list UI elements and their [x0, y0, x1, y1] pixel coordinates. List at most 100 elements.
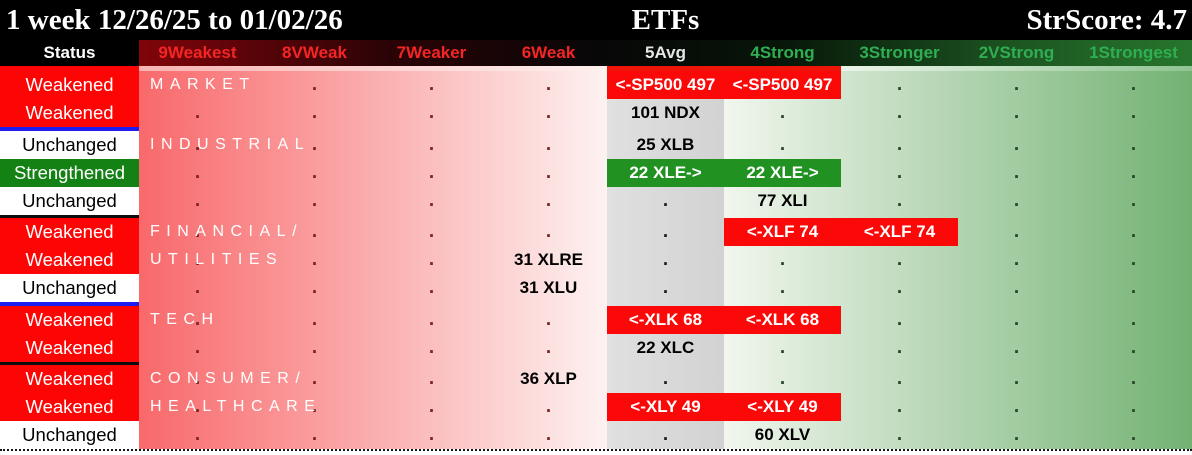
- status-cell: Weakened: [0, 218, 139, 246]
- column-header-9weakest: 9Weakest: [158, 43, 237, 62]
- dot-cell: .: [662, 221, 669, 242]
- dot-cell: .: [428, 396, 435, 417]
- dot-cell: .: [1130, 74, 1137, 95]
- etf-cell: 36 XLP: [520, 369, 577, 388]
- dot-cell: .: [545, 102, 552, 123]
- dot-cell: .: [428, 277, 435, 298]
- category-label: CONSUMER/: [150, 370, 307, 387]
- etf-highlight-red: <-XLK 68: [724, 306, 841, 334]
- category-label: TECH: [150, 311, 220, 328]
- dot-cell: .: [896, 277, 903, 298]
- dot-cell: .: [545, 221, 552, 242]
- dot-cell: .: [545, 190, 552, 211]
- dot-cell: .: [428, 162, 435, 183]
- dot-cell: .: [1013, 337, 1020, 358]
- dot-cell: .: [194, 190, 201, 211]
- status-cell: Weakened: [0, 393, 139, 421]
- table-row: Strengthened.... 22 XLE-> 22 XLE->...: [0, 159, 1192, 187]
- dot-cell: .: [662, 277, 669, 298]
- dot-cell: .: [194, 368, 201, 389]
- dot-cell: .: [311, 277, 318, 298]
- category-label: INDUSTRIAL: [150, 136, 311, 153]
- status-cell: Weakened: [0, 71, 139, 99]
- dot-cell: .: [1130, 162, 1137, 183]
- dot-cell: .: [1013, 134, 1020, 155]
- table-body: Weakened... <-SP500 497 <-SP500 497... MARK…: [0, 71, 1192, 449]
- status-cell: Weakened: [0, 334, 139, 362]
- dot-cell: .: [311, 368, 318, 389]
- dot-cell: .: [545, 309, 552, 330]
- column-header-3stronger: 3Stronger: [859, 43, 940, 62]
- table-row: Weakened... <-SP500 497 <-SP500 497... MARK…: [0, 71, 1192, 99]
- status-cell: Unchanged: [0, 187, 139, 215]
- table-row: Unchanged... 31 XLU.....: [0, 274, 1192, 302]
- etf-highlight-red: <-XLK 68: [607, 306, 724, 334]
- dot-cell: .: [779, 134, 786, 155]
- dot-cell: .: [1130, 337, 1137, 358]
- column-header-7weaker: 7Weaker: [396, 43, 467, 62]
- dot-cell: .: [428, 190, 435, 211]
- dot-cell: .: [194, 249, 201, 270]
- dot-cell: .: [1013, 221, 1020, 242]
- dot-cell: .: [1013, 368, 1020, 389]
- dot-cell: .: [311, 102, 318, 123]
- table-row: Unchanged.... 25 XLB.... INDUSTRIAL: [0, 131, 1192, 159]
- column-header-6weak: 6Weak: [521, 43, 576, 62]
- dot-cell: .: [311, 134, 318, 155]
- dot-cell: .: [1130, 309, 1137, 330]
- etf-cell: 101 NDX: [631, 103, 700, 122]
- dot-cell: .: [311, 190, 318, 211]
- dot-cell: .: [1130, 249, 1137, 270]
- dot-cell: .: [1013, 249, 1020, 270]
- dot-cell: .: [194, 424, 201, 445]
- table-row: Unchanged..... 77 XLI...: [0, 187, 1192, 215]
- dot-cell: .: [545, 396, 552, 417]
- dot-cell: .: [311, 74, 318, 95]
- dot-cell: .: [428, 221, 435, 242]
- dot-cell: .: [779, 249, 786, 270]
- column-header-4strong: 4Strong: [750, 43, 815, 62]
- column-header-1strongest: 1Strongest: [1089, 43, 1178, 62]
- etf-cell: 31 XLU: [519, 278, 578, 297]
- dot-cell: .: [1013, 396, 1020, 417]
- dot-cell: .: [1013, 277, 1020, 298]
- dot-cell: .: [1130, 190, 1137, 211]
- table-row: Weakened... 31 XLRE..... UTILITIES: [0, 246, 1192, 274]
- table-row: Weakened..... <-XLF 74 <-XLF 74.. FINANCIAL…: [0, 218, 1192, 246]
- column-header-status: Status: [0, 40, 139, 66]
- dot-cell: .: [194, 221, 201, 242]
- avg-column-background: [607, 71, 724, 449]
- status-cell: Weakened: [0, 306, 139, 334]
- dot-cell: .: [194, 134, 201, 155]
- dot-cell: .: [311, 162, 318, 183]
- status-cell: Weakened: [0, 365, 139, 393]
- dot-cell: .: [662, 424, 669, 445]
- dot-cell: .: [896, 249, 903, 270]
- dot-cell: .: [311, 337, 318, 358]
- title-etfs: ETFs: [631, 4, 700, 36]
- title-period: 1 week 12/26/25 to 01/02/26: [6, 4, 343, 36]
- dot-cell: .: [194, 396, 201, 417]
- dot-cell: .: [1130, 424, 1137, 445]
- dot-cell: .: [1130, 396, 1137, 417]
- dot-cell: .: [896, 309, 903, 330]
- dot-cell: .: [1130, 102, 1137, 123]
- dot-cell: .: [311, 249, 318, 270]
- dot-cell: .: [428, 309, 435, 330]
- dot-cell: .: [194, 309, 201, 330]
- dot-cell: .: [545, 162, 552, 183]
- weak-zone-background: [139, 71, 607, 449]
- dot-cell: .: [428, 424, 435, 445]
- etf-cell: 77 XLI: [757, 191, 808, 210]
- table-row: Weakened.... <-XLK 68 <-XLK 68... TECH: [0, 306, 1192, 334]
- dot-cell: .: [779, 337, 786, 358]
- etf-cell: 31 XLRE: [514, 250, 583, 269]
- etf-highlight-green: 22 XLE->: [724, 159, 841, 187]
- table-row: Weakened.... <-XLY 49 <-XLY 49... HEALTHCAR…: [0, 393, 1192, 421]
- dot-cell: .: [896, 134, 903, 155]
- dot-cell: .: [1130, 134, 1137, 155]
- title-strscore: StrScore: 4.7: [1026, 4, 1187, 36]
- dot-cell: .: [662, 249, 669, 270]
- dot-cell: .: [662, 368, 669, 389]
